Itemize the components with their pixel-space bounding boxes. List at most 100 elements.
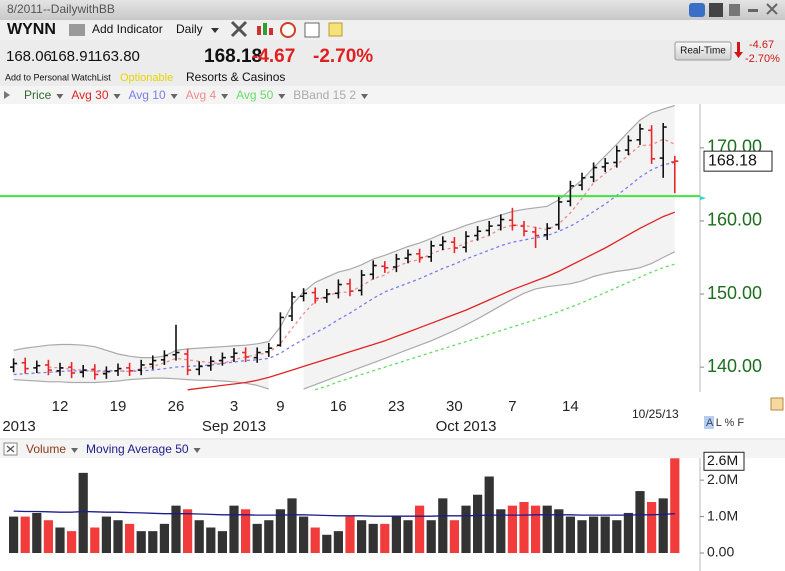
volume-bar xyxy=(507,505,517,553)
volume-bar xyxy=(623,512,633,553)
volume-bar xyxy=(391,516,401,553)
volume-value-label: 2.6M xyxy=(707,452,738,468)
volume-bar xyxy=(426,520,436,553)
grid-icon[interactable] xyxy=(304,22,320,38)
volume-bar xyxy=(333,531,343,553)
volume-bar xyxy=(415,505,425,553)
legend-label[interactable]: Avg 50 xyxy=(236,88,273,102)
period[interactable]: Daily xyxy=(176,22,203,36)
volume-bar xyxy=(101,516,111,553)
volume-bar xyxy=(670,458,680,553)
y-tick-label: 150.00 xyxy=(707,283,762,303)
x-tick-label: 26 xyxy=(168,398,185,415)
volume-bar xyxy=(438,498,448,553)
x-tick-label: 14 xyxy=(562,398,579,415)
bars-icon-3 xyxy=(269,28,273,35)
moving-average-line xyxy=(13,161,675,376)
legend-label[interactable]: Price xyxy=(24,88,52,102)
legend-label[interactable]: Volume xyxy=(26,442,66,456)
watchlist-link[interactable]: Add to Personal WatchList xyxy=(5,72,111,82)
volume-bar xyxy=(600,516,610,553)
legend-dropdown xyxy=(56,94,64,99)
volume-bar xyxy=(159,523,169,553)
volume-bar xyxy=(519,502,529,553)
band-lower xyxy=(13,251,676,390)
moving-average-line xyxy=(315,263,675,391)
legend-label[interactable]: Avg 4 xyxy=(186,88,217,102)
volume-bar xyxy=(612,520,622,553)
volume-close-x[interactable] xyxy=(6,445,15,453)
quote-last: 168.18 xyxy=(204,46,262,67)
legend-dropdown xyxy=(71,448,79,453)
tv-icon[interactable] xyxy=(709,3,723,17)
date-label: 10/25/13 xyxy=(632,407,679,421)
month-label: Oct 2013 xyxy=(436,418,497,435)
minimize-button[interactable] xyxy=(748,9,758,12)
axis-controls[interactable]: A L % F xyxy=(706,417,744,429)
x-tick-label: 12 xyxy=(52,398,69,415)
legend-dropdown xyxy=(221,94,229,99)
tools-icon[interactable] xyxy=(230,20,248,38)
volume-bar xyxy=(565,516,575,553)
y-tick-label: 140.00 xyxy=(707,356,762,376)
band-upper xyxy=(13,104,675,359)
legend-label[interactable]: Moving Average 50 xyxy=(86,442,189,456)
volume-bar xyxy=(368,523,378,553)
volume-bar xyxy=(449,520,459,553)
volume-bar xyxy=(32,512,42,553)
volume-bar xyxy=(90,527,100,553)
legend-dropdown xyxy=(193,448,201,453)
volume-bar xyxy=(403,520,413,553)
volume-bar xyxy=(589,516,599,553)
print-icon[interactable] xyxy=(69,24,85,36)
volume-moving-average xyxy=(13,510,675,517)
volume-bar xyxy=(136,531,146,553)
legend-dropdown xyxy=(278,94,286,99)
alarm-icon[interactable] xyxy=(280,22,296,38)
save-icon[interactable] xyxy=(729,4,740,16)
price-plot xyxy=(0,104,700,391)
legend-label[interactable]: Avg 10 xyxy=(129,88,166,102)
hline-marker xyxy=(700,196,706,201)
volume-bar xyxy=(229,505,239,553)
x-tick-label: 7 xyxy=(508,398,516,415)
legend-label[interactable]: Avg 30 xyxy=(71,88,108,102)
volume-bar xyxy=(43,520,53,553)
last-price-box xyxy=(703,150,773,172)
volume-bar xyxy=(241,509,251,553)
last-price-label: 168.18 xyxy=(708,152,757,169)
add-indicator[interactable]: Add Indicator xyxy=(92,22,163,36)
volume-bar xyxy=(310,527,320,553)
x-tick-label: 3 xyxy=(230,398,238,415)
volume-plot xyxy=(9,458,680,553)
volume-bar xyxy=(496,509,506,553)
realtime-button[interactable] xyxy=(674,41,732,61)
moving-average-line xyxy=(187,211,676,391)
realtime-label[interactable]: Real-Time xyxy=(680,46,726,57)
legend-dropdown xyxy=(361,94,368,99)
bars-icon[interactable] xyxy=(257,26,261,35)
period-dropdown[interactable] xyxy=(211,28,219,33)
volume-bar xyxy=(357,520,367,553)
volume-bar xyxy=(125,523,135,553)
s-icon[interactable] xyxy=(689,3,705,17)
volume-bar xyxy=(55,527,65,553)
volume-bar xyxy=(78,472,88,553)
realtime-change: -4.67 xyxy=(749,39,774,51)
legend-dropdown xyxy=(113,94,121,99)
legend-dropdown xyxy=(170,94,178,99)
x-tick-label: 23 xyxy=(388,398,405,415)
close-button[interactable] xyxy=(766,3,778,15)
note-icon[interactable] xyxy=(328,22,343,37)
volume-bar xyxy=(380,523,390,553)
month-label: 2013 xyxy=(2,418,35,435)
symbol[interactable]: WYNN xyxy=(7,21,56,38)
volume-axis: 0.00 1.0M 2.0M 2.6M Volume Moving Average 50 xyxy=(26,442,745,560)
volume-bar xyxy=(275,509,285,553)
legend-label[interactable]: BBand 15 2 xyxy=(293,88,356,102)
legend-toggle[interactable] xyxy=(4,91,10,99)
draw-icon[interactable] xyxy=(770,397,784,411)
quote-change: -4.67 xyxy=(252,46,295,67)
